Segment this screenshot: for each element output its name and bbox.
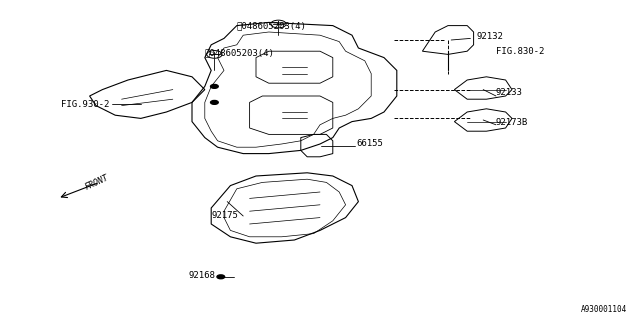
Text: 92168: 92168 (189, 271, 216, 280)
Text: FIG.830-2: FIG.830-2 (496, 47, 545, 56)
Text: 92133: 92133 (496, 88, 523, 97)
Text: 92175: 92175 (211, 212, 238, 220)
Text: A930001104: A930001104 (581, 305, 627, 314)
Text: FIG.930-2: FIG.930-2 (61, 100, 109, 109)
Circle shape (211, 100, 218, 104)
Text: Ⓢ048605203(4): Ⓢ048605203(4) (237, 22, 307, 31)
Circle shape (211, 84, 218, 88)
Circle shape (217, 275, 225, 279)
Text: FRONT: FRONT (84, 173, 111, 192)
Text: 66155: 66155 (356, 139, 383, 148)
Text: 92132: 92132 (477, 32, 504, 41)
Text: 92173B: 92173B (496, 118, 528, 127)
Text: Ⓢ048605203(4): Ⓢ048605203(4) (205, 48, 275, 57)
